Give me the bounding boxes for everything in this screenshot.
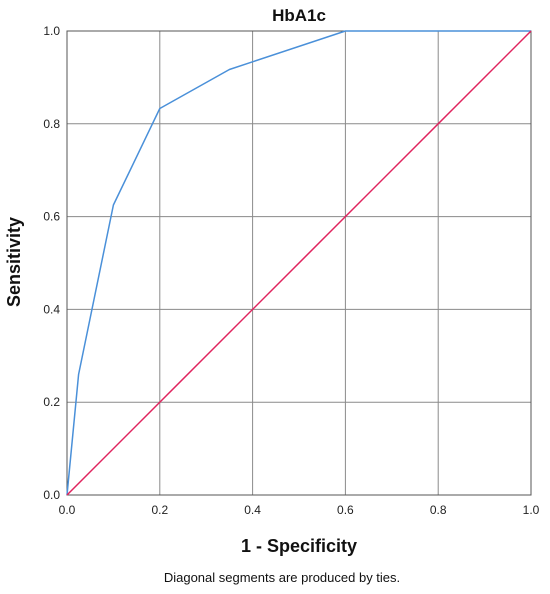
y-tick-label: 0.0: [43, 488, 60, 502]
x-tick-label: 0.4: [244, 503, 261, 517]
y-axis-label: Sensitivity: [4, 217, 24, 307]
series-group: [66, 30, 532, 496]
x-tick-label: 0.0: [59, 503, 76, 517]
y-tick-label: 0.6: [43, 210, 60, 224]
x-tick-label: 0.2: [151, 503, 168, 517]
footnote: Diagonal segments are produced by ties.: [164, 570, 400, 585]
roc-curve-line: [66, 30, 531, 496]
plot-frame: [66, 30, 532, 496]
y-tick-label: 0.4: [43, 302, 60, 316]
y-tick-labels: 0.0 0.2 0.4 0.6 0.8 1.0: [43, 24, 60, 502]
y-tick-label: 0.8: [43, 117, 60, 131]
x-tick-label: 1.0: [523, 503, 540, 517]
y-tick-label: 1.0: [43, 24, 60, 38]
x-tick-labels: 0.0 0.2 0.4 0.6 0.8 1.0: [59, 503, 540, 517]
reference-diagonal-line: [66, 30, 532, 496]
x-tick-label: 0.6: [337, 503, 354, 517]
chart-title: HbA1c: [272, 6, 326, 25]
y-tick-label: 0.2: [43, 395, 60, 409]
x-tick-label: 0.8: [430, 503, 447, 517]
x-axis-label: 1 - Specificity: [241, 536, 357, 556]
